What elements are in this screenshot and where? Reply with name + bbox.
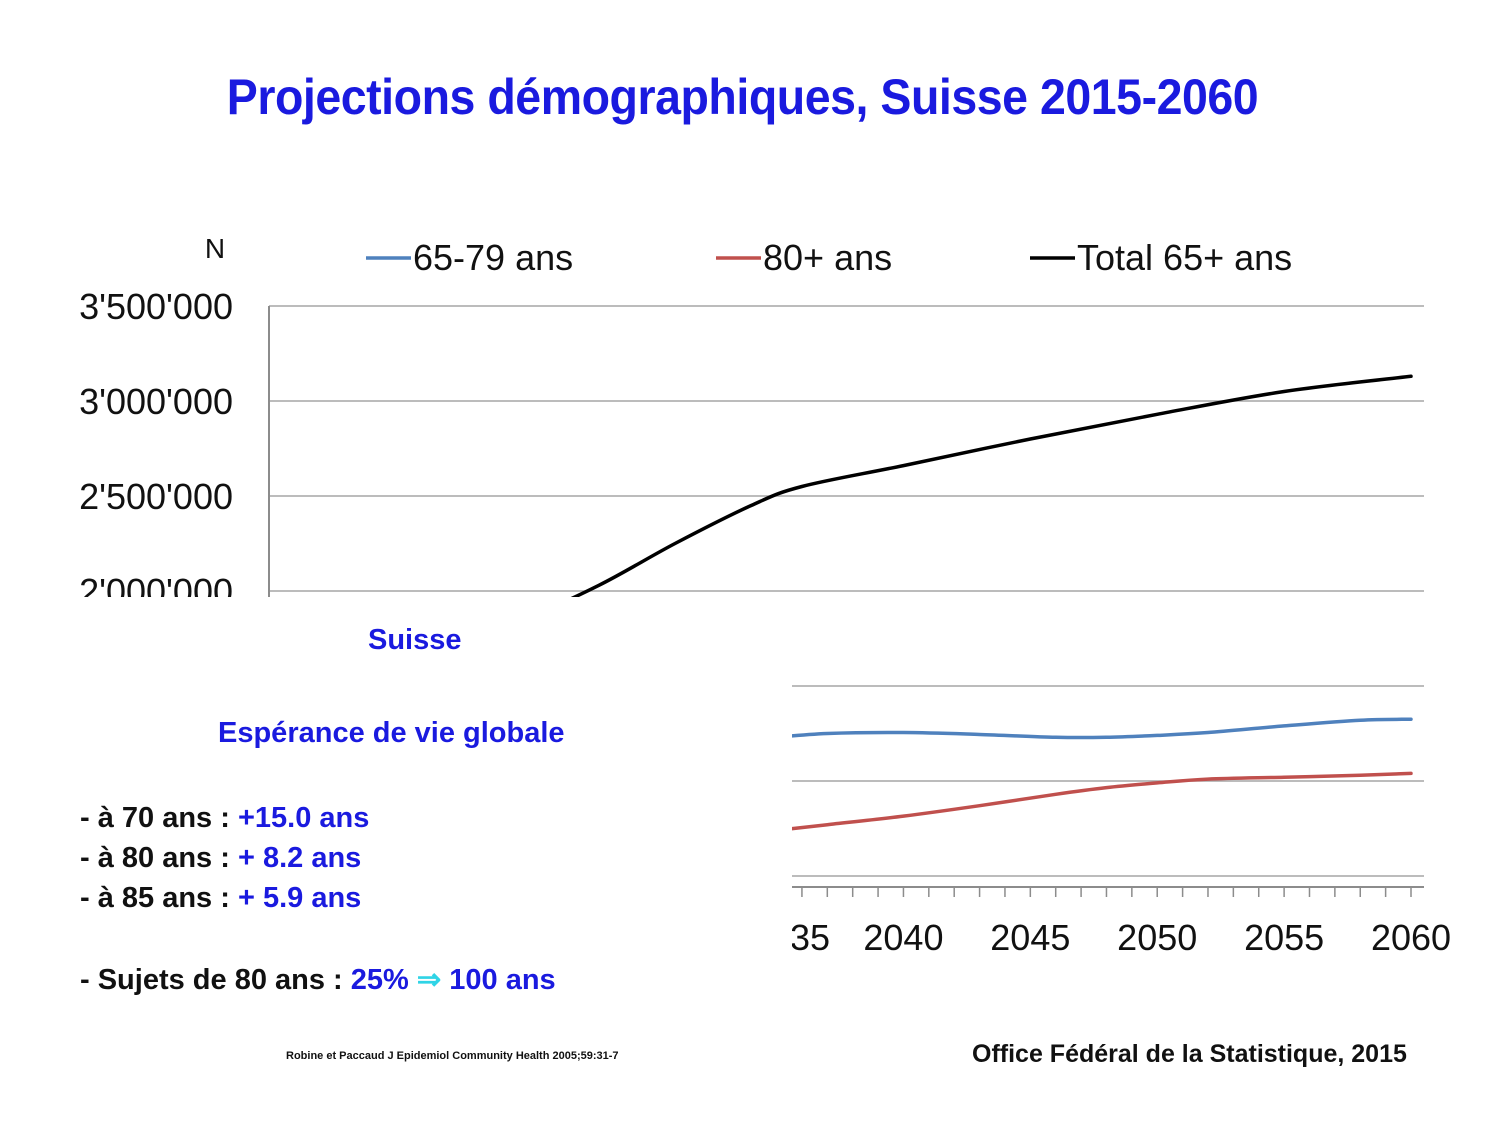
stat-line: - à 70 ans : +15.0 ans	[80, 802, 369, 835]
stat-line: - à 85 ans : + 5.9 ans	[80, 882, 361, 915]
arrow-icon: ⇒	[416, 964, 442, 996]
citation: Robine et Paccaud J Epidemiol Community …	[286, 1050, 619, 1062]
data-source: Office Fédéral de la Statistique, 2015	[972, 1040, 1407, 1068]
legend: 65-79 ans 80+ ans Total 65+ ans	[366, 237, 1292, 278]
stat-prefix: - à 70 ans :	[80, 802, 238, 834]
fact-from: 25%	[350, 964, 409, 996]
fact-prefix: - Sujets de 80 ans :	[80, 964, 351, 996]
x-tick-label: 2060	[1371, 917, 1451, 958]
stat-prefix: - à 80 ans :	[80, 842, 238, 874]
x-tick-label: 2050	[1117, 917, 1197, 958]
stat-value: +15.0 ans	[237, 802, 370, 834]
stat-value: + 8.2 ans	[237, 842, 362, 874]
legend-label: 80+ ans	[763, 237, 892, 278]
stat-prefix: - à 85 ans :	[80, 882, 238, 914]
centenarian-fact: - Sujets de 80 ans : 25% ⇒ 100 ans	[80, 962, 556, 997]
panel-heading: Suisse	[368, 624, 462, 656]
y-axis-label: N	[205, 233, 225, 264]
y-tick-label: 3'000'000	[79, 381, 233, 422]
life-expectancy-panel: Suisse Espérance de vie globale - à 70 a…	[60, 597, 792, 1017]
series-line-0	[774, 717, 1413, 740]
x-tick-label: 2045	[990, 917, 1070, 958]
fact-to: 100 ans	[449, 964, 556, 996]
y-tick-label: 2'500'000	[79, 476, 233, 517]
stat-value: + 5.9 ans	[237, 882, 362, 914]
series-line-1	[774, 771, 1413, 833]
stat-line: - à 80 ans : + 8.2 ans	[80, 842, 361, 875]
panel-subheading: Espérance de vie globale	[218, 717, 565, 749]
legend-label: Total 65+ ans	[1077, 237, 1292, 278]
x-tick-labels: 35 2040 2045 2050 2055 2060	[790, 917, 1451, 958]
x-tick-label: 35	[790, 917, 830, 958]
slide-title: Projections démographiques, Suisse 2015-…	[226, 69, 1259, 125]
legend-label: 65-79 ans	[413, 237, 573, 278]
x-tick-label: 2055	[1244, 917, 1324, 958]
y-tick-label: 3'500'000	[79, 286, 233, 327]
x-axis-minor-ticks	[801, 887, 1412, 897]
x-tick-label: 2040	[863, 917, 943, 958]
